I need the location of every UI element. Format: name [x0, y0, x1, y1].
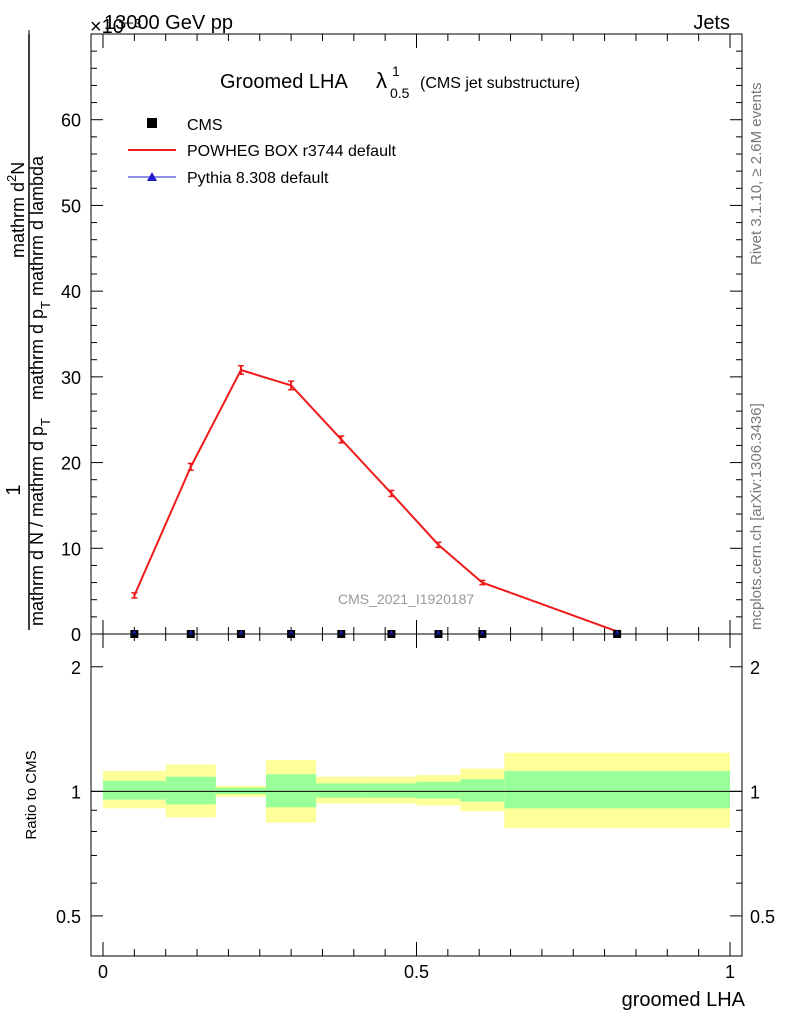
ratio-band-inner: [504, 770, 730, 809]
ylabel-denominator: mathrm d N / mathrm d pT: [27, 418, 53, 626]
ratio-band-inner: [103, 780, 166, 800]
ratio-x-tick-label: 0.5: [404, 962, 429, 982]
ratio-y-tick-label-right: 2: [750, 658, 760, 678]
legend-label-cms: CMS: [187, 117, 223, 134]
ratio-x-tick-label: 1: [725, 962, 735, 982]
chart-title: Groomed LHA λ 1 0.5 (CMS jet substructur…: [220, 63, 580, 101]
chart-title-symbol: λ: [376, 68, 387, 93]
header-process: Jets: [693, 12, 730, 34]
chart-title-suffix: (CMS jet substructure): [420, 75, 580, 92]
header-exponent: ×10⁻³: [90, 16, 141, 38]
ratio-x-ticks: 0 0.5 1: [98, 634, 735, 982]
ratio-y-tick-label: 1: [71, 782, 81, 802]
ratio-band-inner: [366, 783, 417, 798]
main-y-tick-label: 50: [61, 196, 81, 216]
header-energy: 13000 GeV pp: [104, 12, 233, 34]
ratio-band-inner: [165, 776, 216, 805]
ratio-x-tick-label: 0: [98, 962, 108, 982]
ratio-y-tick-label: 0.5: [56, 907, 81, 927]
ratio-band-inner: [416, 781, 461, 799]
ylabel-fraction-denominator: mathrm d pT mathrm d lambda: [27, 155, 53, 400]
ylabel-numerator-one: 1: [3, 484, 25, 495]
x-axis-label: groomed LHA: [622, 989, 746, 1011]
rivet-label: Rivet 3.1.10, ≥ 2.6M events: [748, 83, 765, 266]
analysis-watermark: CMS_2021_I1920187: [338, 591, 474, 607]
main-y-tick-label: 20: [61, 454, 81, 474]
main-panel: 0 10 20 30 40 50 60 Groomed LHA λ 1 0.5 (CMS j…: [3, 30, 743, 645]
legend-marker-pythia: [147, 172, 157, 181]
legend: CMS POWHEG BOX r3744 default Pythia 8.30…: [128, 117, 397, 187]
legend-label-pythia: Pythia 8.308 default: [187, 170, 329, 187]
chart-title-sub: 0.5: [390, 85, 410, 101]
legend-marker-cms: [147, 118, 157, 128]
ylabel-fraction-numerator: mathrm d2N: [4, 162, 28, 258]
ratio-y-label: Ratio to CMS: [23, 750, 40, 839]
legend-label-powheg: POWHEG BOX r3744 default: [187, 143, 397, 160]
ratio-y-ticks: 0.5 0.5 1 1 2 2: [56, 658, 775, 927]
main-y-ticks: 0 10 20 30 40 50 60: [61, 33, 742, 645]
chart-title-sup: 1: [392, 63, 400, 79]
chart-title-main: Groomed LHA: [220, 71, 348, 93]
mcplots-label: mcplots.cern.ch [arXiv:1306.3436]: [748, 403, 765, 630]
ratio-band-inner: [460, 779, 505, 802]
ratio-band-inner: [316, 783, 367, 798]
ratio-y-tick-label-right: 1: [750, 782, 760, 802]
ratio-panel: 0.5 0.51 12 2 0 0.5 1 Ratio to CMS groomed LH…: [23, 633, 775, 1011]
main-y-tick-label: 10: [61, 539, 81, 559]
main-y-tick-label: 40: [61, 282, 81, 302]
main-y-tick-label: 0: [71, 625, 81, 645]
main-y-label: 1 mathrm d N / mathrm d pT mathrm d2N ma…: [3, 30, 53, 630]
ratio-band-inner: [266, 774, 317, 808]
main-y-tick-label: 30: [61, 368, 81, 388]
main-y-tick-label: 60: [61, 111, 81, 131]
ratio-y-tick-label-right: 0.5: [750, 907, 775, 927]
ratio-bands: [91, 752, 742, 829]
ratio-y-tick-label: 2: [71, 658, 81, 678]
